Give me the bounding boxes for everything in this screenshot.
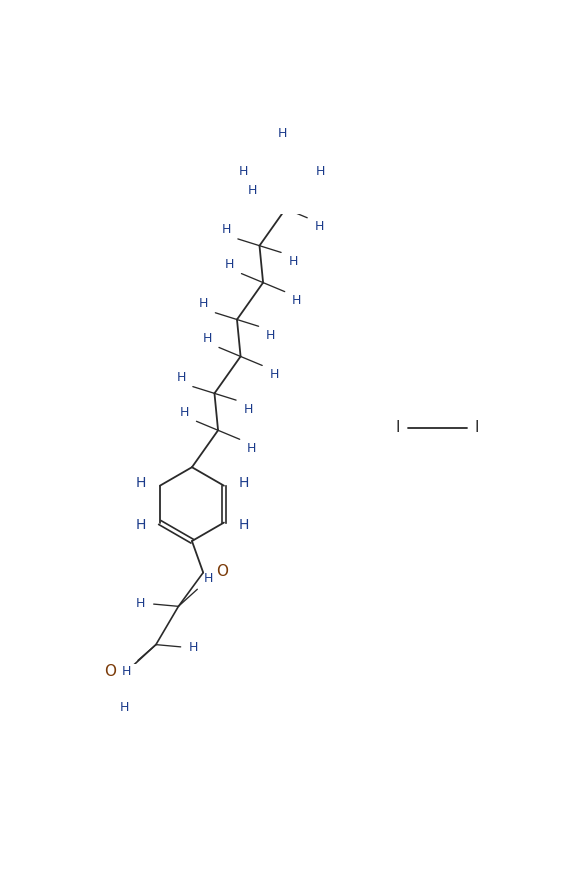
Text: H: H — [270, 368, 279, 381]
Text: H: H — [266, 329, 275, 342]
Text: O: O — [105, 664, 116, 680]
Text: O: O — [216, 564, 228, 579]
Text: H: H — [122, 665, 131, 678]
Text: H: H — [189, 641, 198, 654]
Text: H: H — [221, 223, 231, 236]
Text: H: H — [135, 518, 146, 532]
Text: H: H — [120, 701, 129, 714]
Text: H: H — [136, 597, 146, 610]
Text: H: H — [243, 403, 253, 416]
Text: I: I — [475, 420, 479, 435]
Text: H: H — [314, 221, 324, 234]
Text: H: H — [202, 332, 211, 345]
Text: H: H — [292, 295, 302, 308]
Text: H: H — [316, 165, 325, 178]
Text: I: I — [396, 420, 400, 435]
Text: H: H — [204, 572, 213, 585]
Text: H: H — [238, 518, 249, 532]
Text: H: H — [176, 371, 186, 384]
Text: H: H — [135, 476, 146, 490]
Text: H: H — [277, 128, 286, 140]
Text: H: H — [238, 476, 249, 490]
Text: H: H — [239, 165, 248, 178]
Text: H: H — [180, 406, 189, 419]
Text: H: H — [247, 442, 256, 455]
Text: H: H — [248, 184, 257, 197]
Text: H: H — [199, 297, 208, 310]
Text: H: H — [225, 258, 234, 271]
Text: H: H — [288, 255, 297, 269]
